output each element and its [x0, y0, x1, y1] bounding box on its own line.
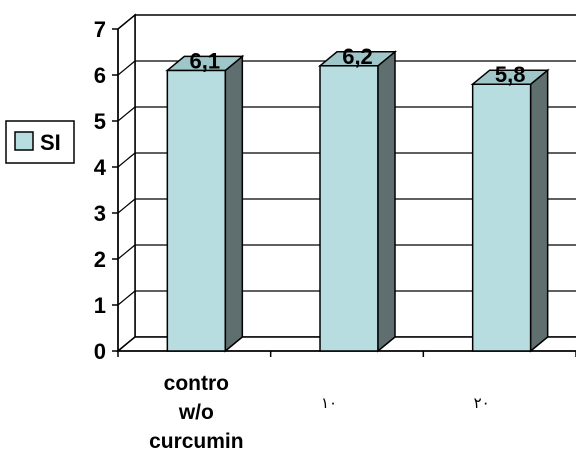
side-wall [117, 13, 136, 353]
y-tick-label: 7 [94, 17, 106, 42]
bar-side [377, 50, 396, 353]
legend-swatch [14, 131, 34, 151]
bar-front [471, 83, 532, 352]
y-axis: 0 1 2 3 4 5 6 7 [94, 17, 576, 364]
bar-top [470, 69, 550, 85]
data-label-1: 6,1 [190, 48, 221, 73]
gridline-diag [117, 106, 136, 122]
bar-side [224, 54, 244, 353]
legend: SI [5, 120, 75, 164]
y-tick-label: 2 [94, 247, 106, 272]
y-tick-label: 6 [94, 63, 106, 88]
y-tick-label: 4 [94, 155, 107, 180]
data-label-2: 6,2 [342, 44, 373, 69]
data-labels: 6,1 6,2 5,8 [190, 44, 526, 87]
y-tick-label: 3 [94, 201, 106, 226]
bar-2 [317, 50, 398, 353]
x-label-line: curcumin [149, 430, 244, 453]
bar-side [529, 68, 549, 353]
legend-label-si: SI [40, 130, 61, 155]
bars [165, 50, 550, 353]
bar-front [319, 65, 379, 352]
x-label-line: contro [164, 372, 229, 395]
x-label-text: ١٠ [321, 394, 337, 412]
bar-front [166, 69, 227, 352]
data-label-3: 5,8 [495, 62, 526, 87]
x-label-3: ٢٠ [474, 394, 490, 412]
gridline-diag [117, 198, 136, 214]
bar-top [317, 51, 398, 67]
bar-top [165, 55, 245, 72]
bar-3 [470, 68, 550, 353]
y-tick-label: 5 [94, 109, 106, 134]
x-label-line: w/o [178, 401, 214, 424]
x-label-2: ١٠ [321, 394, 337, 412]
gridline-diag [117, 244, 136, 260]
y-tick-label: 0 [94, 339, 106, 364]
x-label-1: contro w/o curcumin [149, 372, 244, 453]
bar-1 [165, 54, 245, 353]
gridline-diag [117, 60, 136, 76]
x-axis-labels: contro w/o curcumin ١٠ ٢٠ [149, 372, 490, 453]
gridline-diag [117, 152, 136, 168]
gridline-diag [117, 290, 136, 306]
x-label-text: ٢٠ [474, 394, 490, 412]
y-tick-label: 1 [94, 293, 106, 318]
